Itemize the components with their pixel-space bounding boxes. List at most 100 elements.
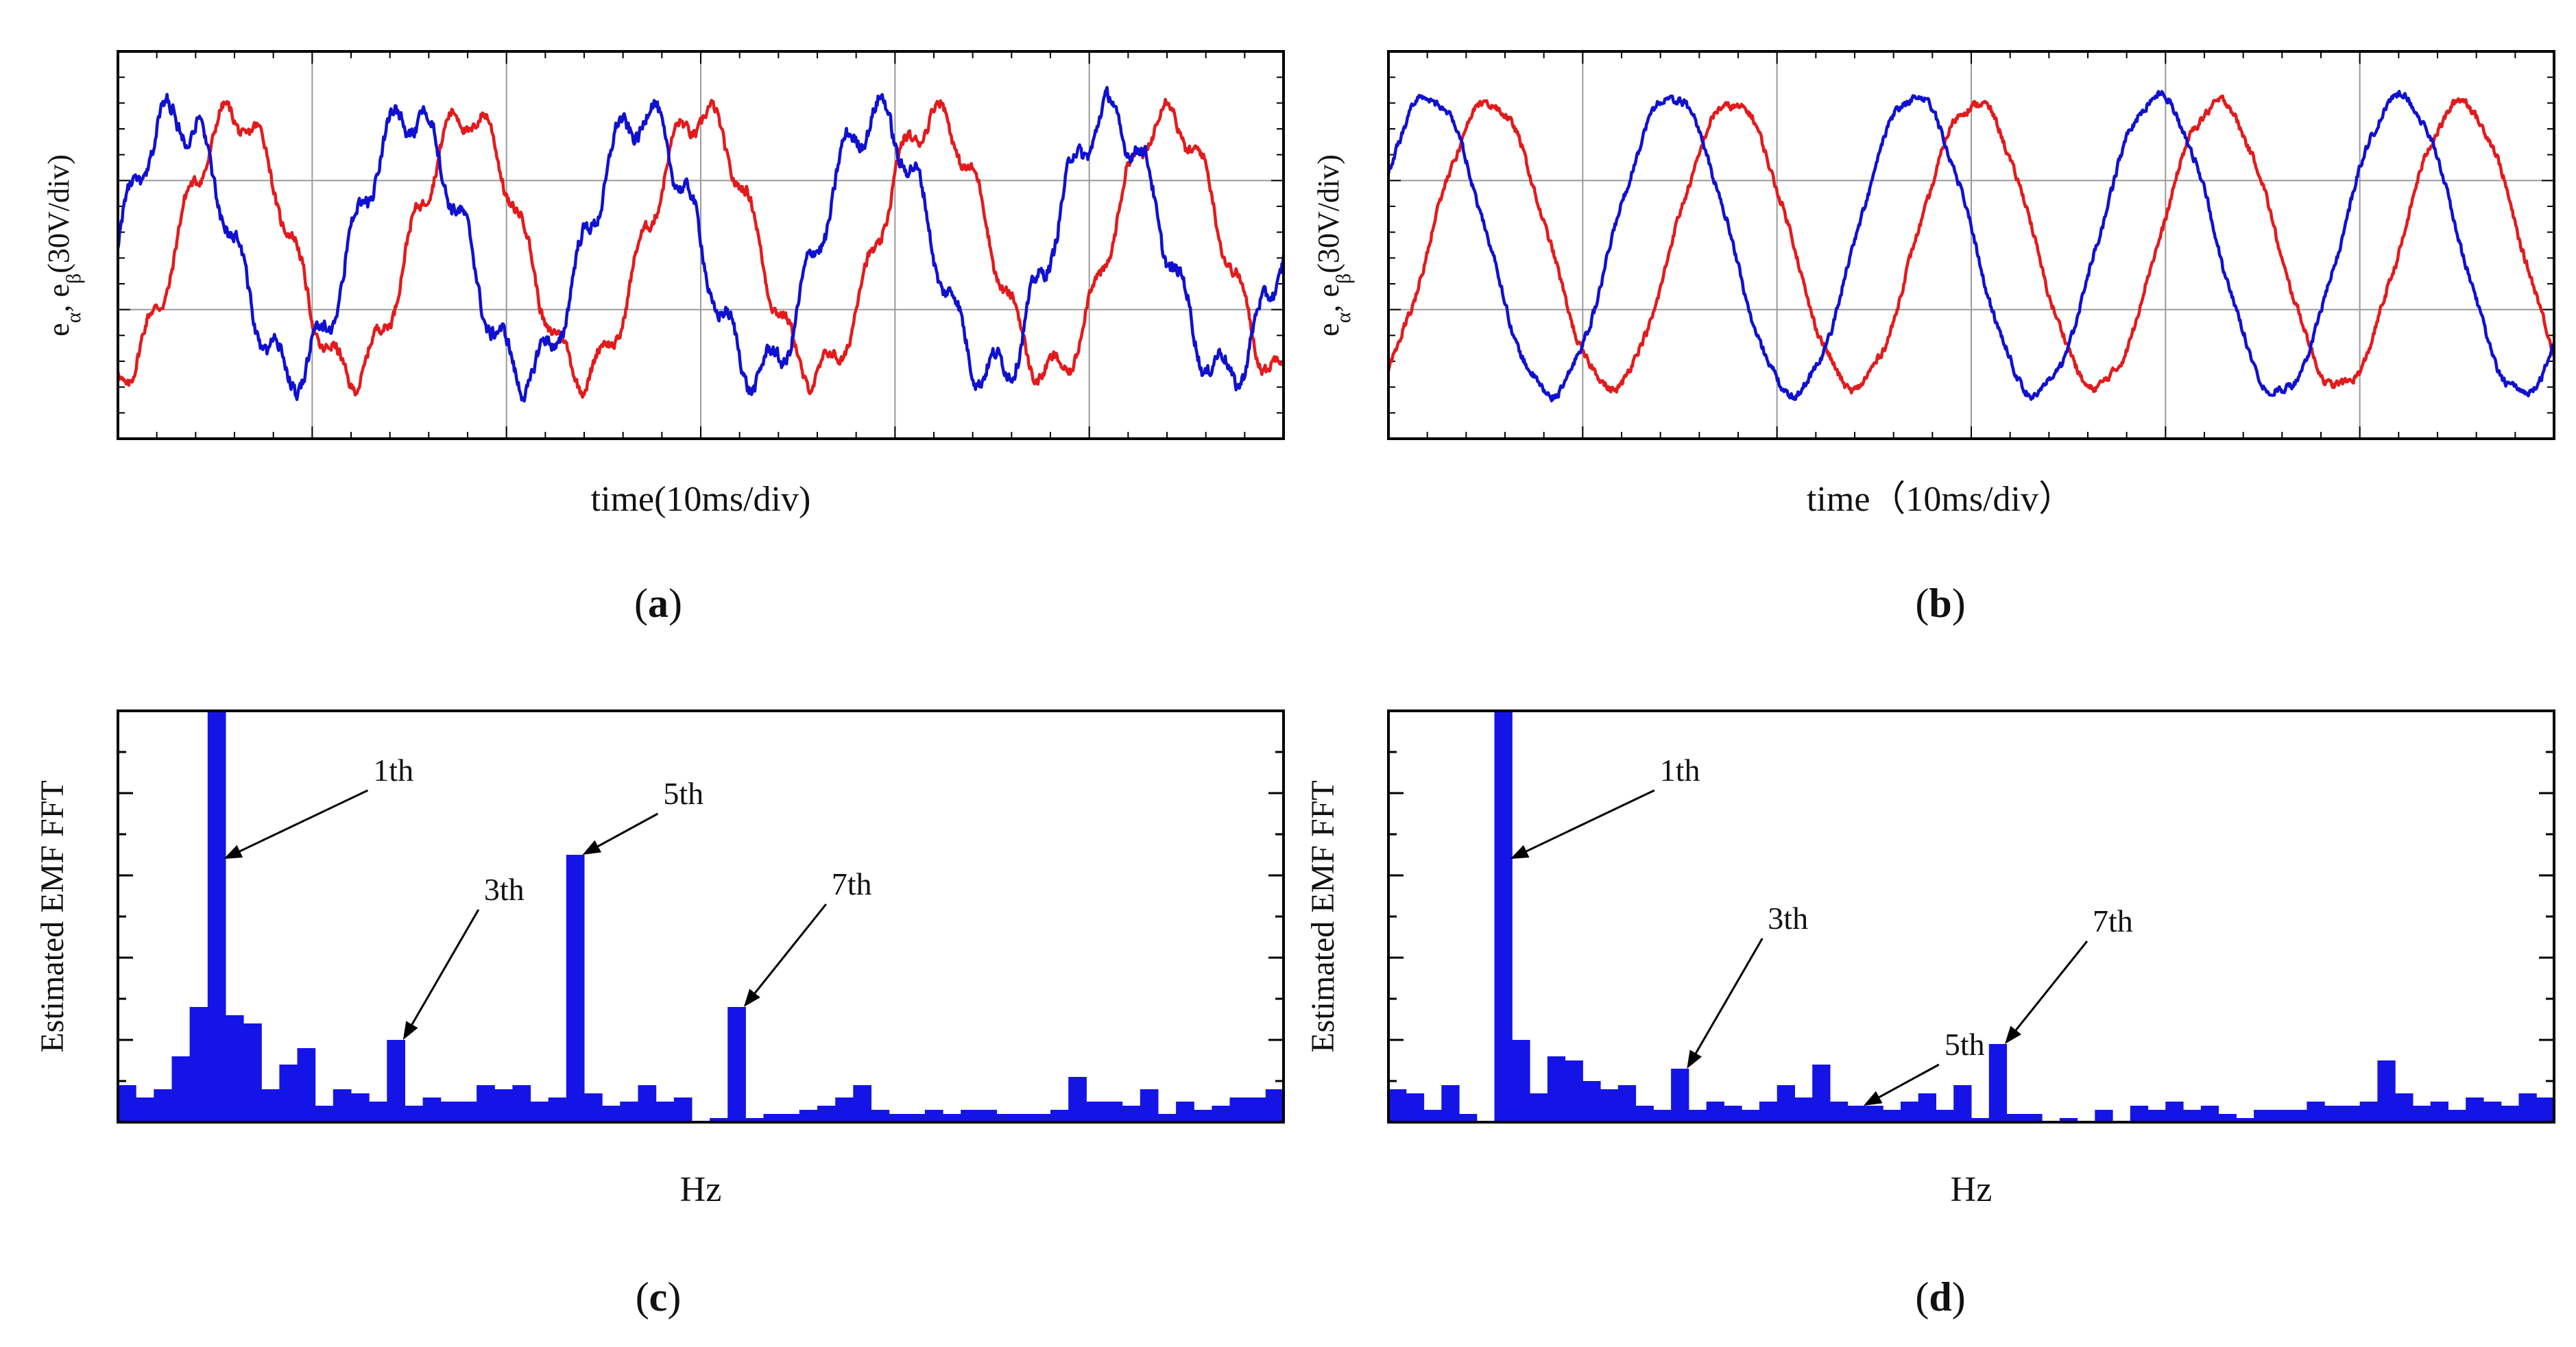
- fft-bar-c-54: [1086, 1102, 1105, 1122]
- fft-bar-d-35: [2006, 1114, 2025, 1122]
- fft-bar-d-61: [2466, 1097, 2484, 1122]
- fft-bar-c-34: [727, 1007, 746, 1122]
- ylabel-d: Estimated EMF FFT: [1305, 780, 1341, 1052]
- fft-bar-d-15: [1653, 1110, 1672, 1122]
- fft-bar-c-6: [225, 1015, 244, 1122]
- annotation-label-d-3: 7th: [2093, 903, 2133, 938]
- fft-bar-d-31: [1936, 1110, 1954, 1122]
- ylabel-a: eα, eβ(30V/div): [42, 154, 85, 337]
- fft-bar-d-17: [1688, 1110, 1707, 1122]
- annotation-arrowhead-d-1: [1687, 1049, 1702, 1069]
- xlabel-c: Hz: [680, 1170, 722, 1209]
- fft-bar-c-15: [387, 1040, 405, 1122]
- xlabel-b: time（10ms/div）: [1807, 480, 2074, 519]
- ticks-d: [1388, 751, 2554, 1082]
- series-a: [116, 86, 1286, 403]
- fft-bar-c-35: [745, 1118, 765, 1122]
- fft-bar-d-54: [2342, 1106, 2361, 1122]
- ylabel-c: Estimated EMF FFT: [34, 780, 71, 1052]
- annotation-arrowhead-c-1: [402, 1021, 418, 1040]
- annotation-label-d-0: 1th: [1660, 753, 1700, 788]
- annotation-label-c-0: 1th: [373, 753, 413, 788]
- fft-bar-d-51: [2289, 1110, 2307, 1122]
- annotations-c: 1th 3th 5th 7th: [224, 753, 872, 1040]
- fft-bar-c-4: [189, 1007, 208, 1122]
- fft-bar-d-47: [2218, 1114, 2237, 1122]
- fft-bar-d-57: [2395, 1093, 2414, 1122]
- fft-bar-d-34: [1988, 1044, 2008, 1122]
- fft-bar-d-13: [1617, 1085, 1637, 1122]
- fft-bar-c-12: [333, 1089, 352, 1122]
- fft-bar-c-23: [530, 1102, 549, 1122]
- fft-bar-d-28: [1883, 1110, 1901, 1122]
- fft-bar-c-10: [297, 1048, 316, 1122]
- fft-bar-c-22: [512, 1085, 531, 1122]
- fft-bar-d-29: [1901, 1102, 1919, 1122]
- fft-bar-d-32: [1953, 1085, 1972, 1122]
- fft-bar-c-43: [889, 1114, 908, 1122]
- fft-bar-d-21: [1759, 1102, 1778, 1122]
- fft-bar-d-50: [2271, 1110, 2290, 1122]
- fft-bar-c-47: [961, 1110, 979, 1122]
- series-line-a-0: [116, 97, 1285, 399]
- fft-bar-c-14: [369, 1102, 387, 1122]
- fft-bar-c-25: [566, 855, 585, 1122]
- fft-bar-c-3: [171, 1056, 191, 1122]
- annotation-label-c-3: 7th: [832, 866, 872, 901]
- ylabel-b: eα, eβ(30V/div): [1312, 154, 1355, 337]
- annotation-label-d-1: 3th: [1768, 901, 1808, 936]
- fft-bar-d-18: [1706, 1102, 1724, 1122]
- fft-bar-c-41: [853, 1085, 871, 1122]
- fft-bar-c-5: [207, 711, 226, 1122]
- fft-bar-d-4: [1459, 1114, 1478, 1122]
- fft-bar-c-56: [1122, 1106, 1141, 1122]
- fft-bar-d-64: [2518, 1093, 2537, 1122]
- fft-bar-c-37: [781, 1114, 800, 1122]
- bars-d: [1388, 711, 2555, 1122]
- plot-frame-d: [1387, 709, 2555, 1124]
- fft-bar-c-9: [279, 1065, 298, 1122]
- fft-bar-c-13: [351, 1093, 370, 1122]
- fft-bar-c-31: [673, 1097, 693, 1122]
- series-line-a-1: [116, 86, 1286, 403]
- fft-bar-d-27: [1865, 1106, 1883, 1122]
- fft-bar-d-59: [2430, 1102, 2448, 1122]
- fft-bar-c-42: [871, 1110, 890, 1122]
- fft-bar-d-1: [1406, 1093, 1425, 1122]
- fft-bar-d-12: [1600, 1089, 1619, 1122]
- annotations-d: 1th 3th 5th 7th: [1510, 753, 2133, 1106]
- fft-bar-d-2: [1423, 1110, 1442, 1122]
- fft-bar-d-20: [1742, 1110, 1760, 1122]
- fft-bar-d-26: [1847, 1106, 1866, 1122]
- fft-bar-c-45: [924, 1110, 943, 1122]
- fft-bar-d-11: [1582, 1081, 1601, 1122]
- fft-bar-c-28: [620, 1102, 638, 1122]
- fft-bar-d-33: [1971, 1118, 1990, 1122]
- fft-bar-d-3: [1441, 1085, 1460, 1122]
- annotation-arrowhead-d-0: [1510, 845, 1530, 859]
- caption-a: (a): [634, 581, 682, 626]
- annotation-label-c-2: 5th: [663, 776, 703, 811]
- annotation-label-d-2: 5th: [1945, 1027, 1985, 1062]
- annotation-arrow-d-1: [1695, 938, 1764, 1054]
- fft-bar-c-26: [584, 1093, 603, 1122]
- fft-bar-d-65: [2536, 1097, 2555, 1122]
- annotation-arrowhead-c-0: [224, 845, 243, 859]
- caption-b: (b): [1915, 581, 1965, 626]
- fft-bar-d-38: [2059, 1118, 2078, 1122]
- fft-bar-c-62: [1229, 1097, 1249, 1122]
- fft-bar-c-38: [799, 1110, 818, 1122]
- fft-bar-d-23: [1794, 1097, 1813, 1122]
- fft-bar-d-8: [1530, 1093, 1548, 1122]
- fft-bar-d-56: [2377, 1060, 2396, 1122]
- fft-bar-c-16: [405, 1106, 424, 1122]
- panel-d: 1th 3th 5th 7th Estimated EMF FFT Hz (d): [1305, 709, 2555, 1320]
- fft-bar-c-55: [1104, 1102, 1123, 1122]
- fft-bar-c-19: [458, 1102, 477, 1122]
- fft-bar-c-1: [136, 1097, 154, 1122]
- annotation-arrow-d-2: [1878, 1063, 1940, 1098]
- fft-bar-d-46: [2200, 1106, 2219, 1122]
- fft-bar-c-50: [1014, 1114, 1033, 1122]
- annotation-arrow-c-1: [411, 909, 480, 1026]
- annotation-arrow-c-3: [754, 903, 827, 994]
